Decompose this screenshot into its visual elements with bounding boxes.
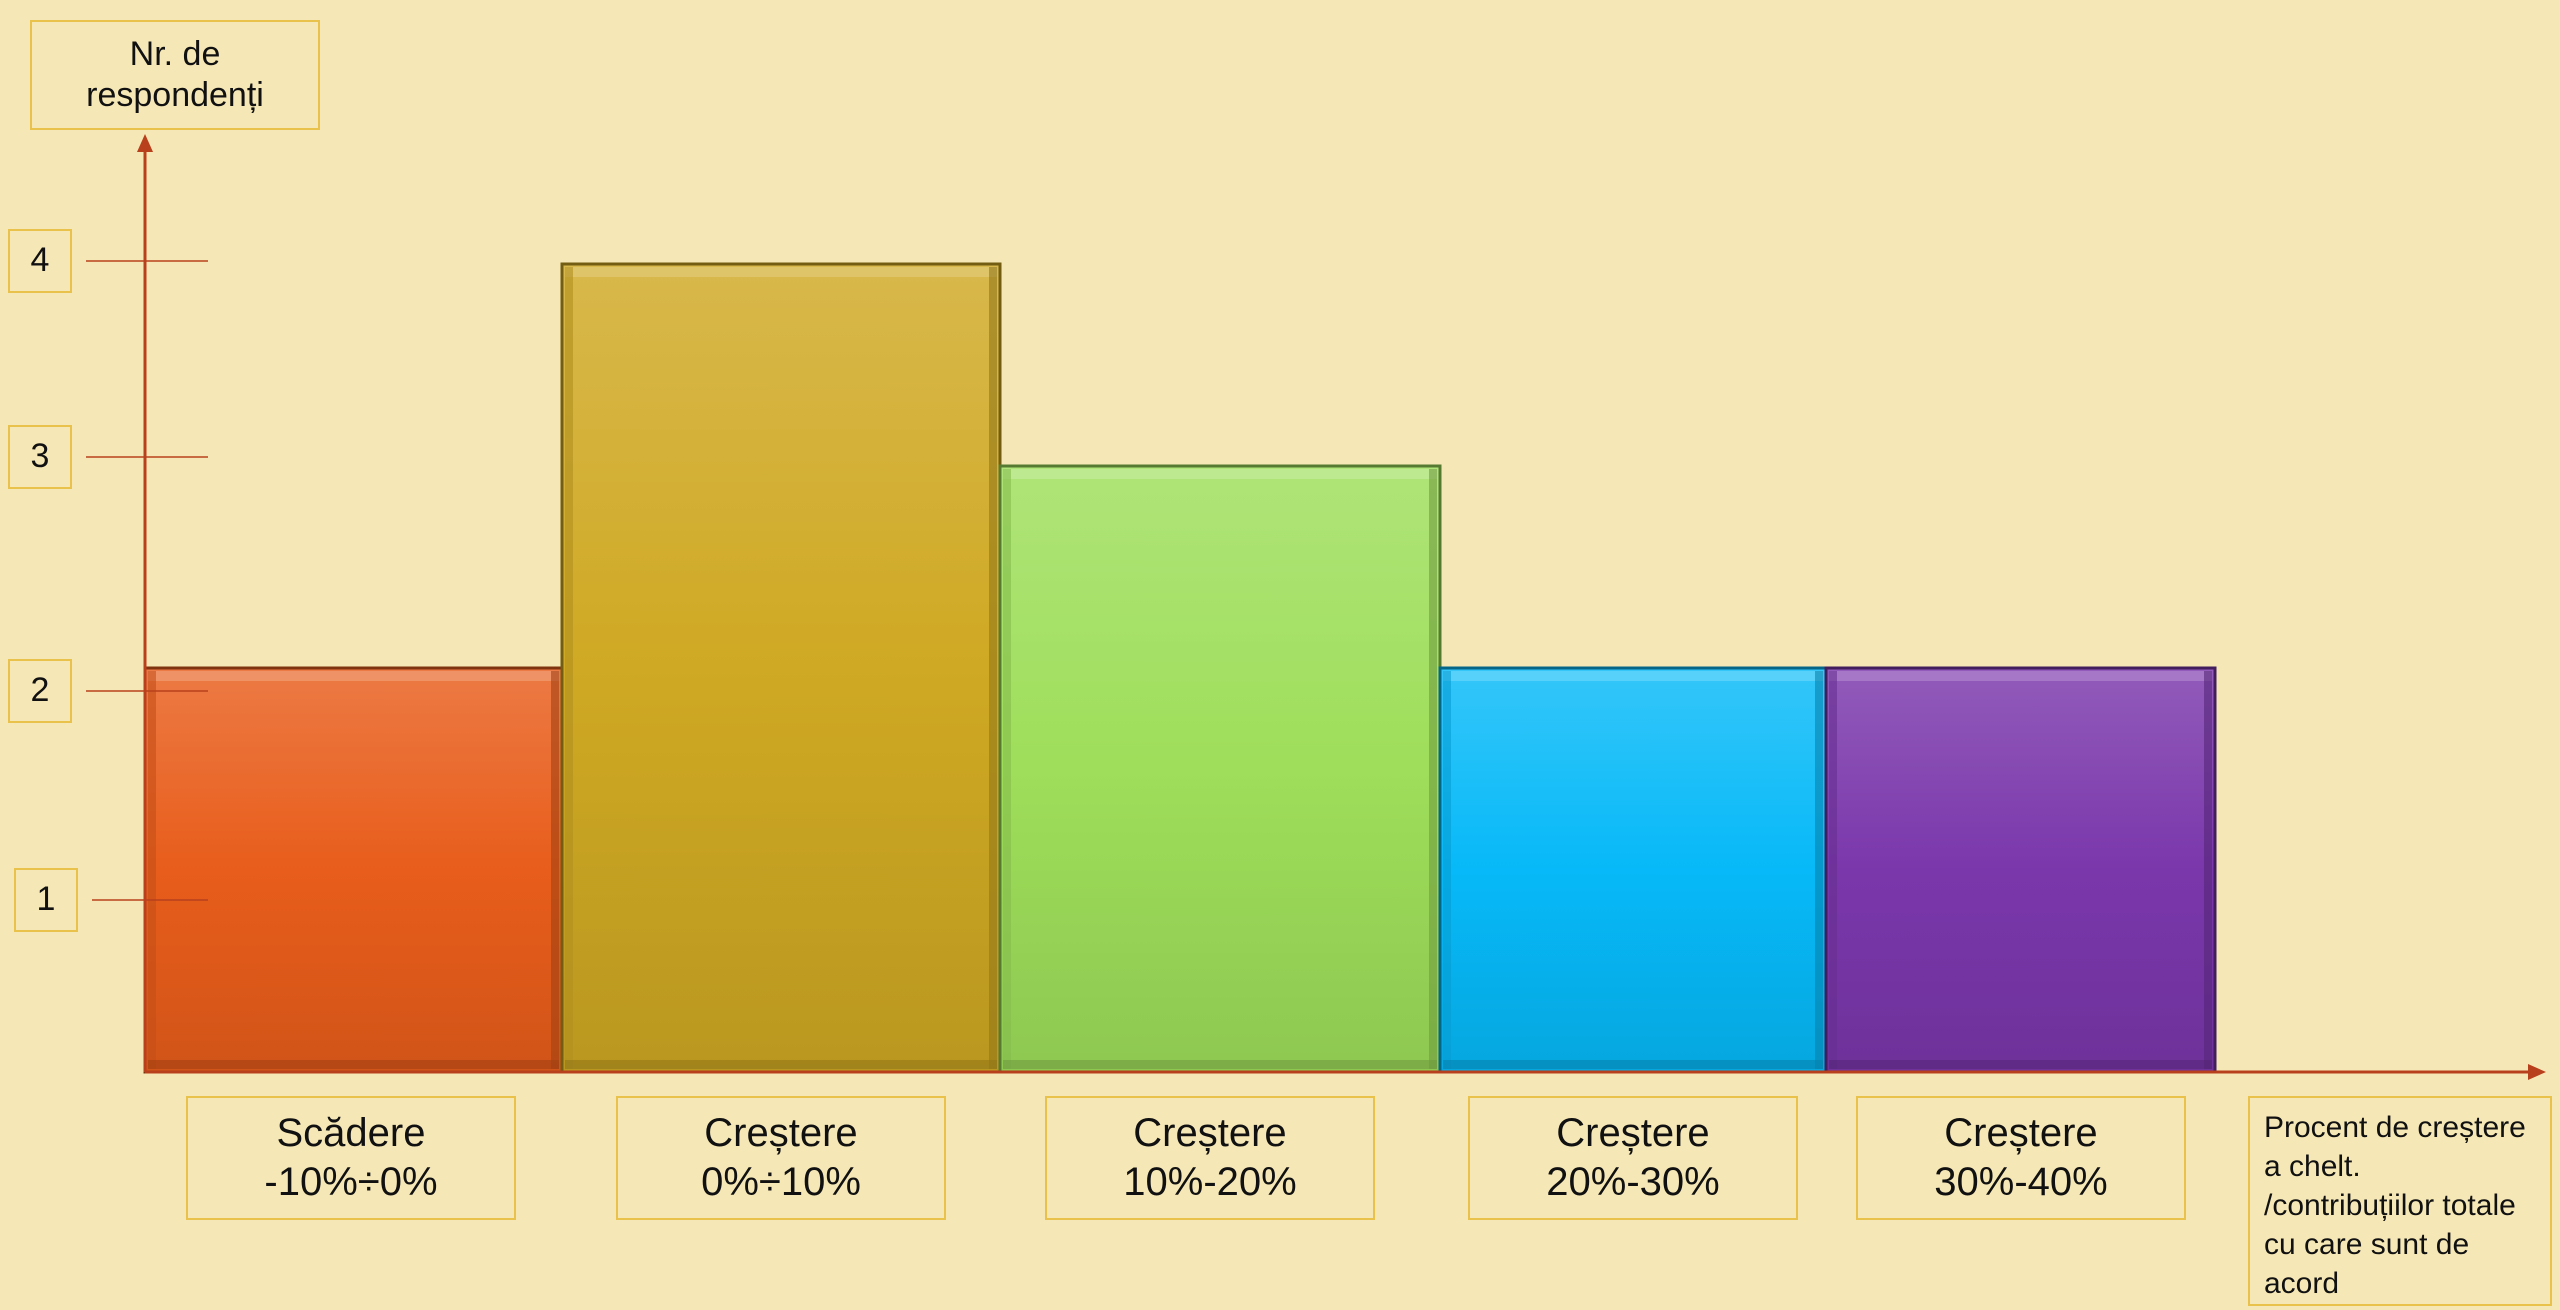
- y-tick-label-1: 1: [14, 868, 78, 932]
- bar-4: [1824, 666, 2217, 1074]
- y-axis-label-box: Nr. de respondenți: [30, 20, 320, 130]
- category-label-2-line-2: 10%-20%: [1123, 1160, 1297, 1204]
- y-tick-label-2: 2: [8, 659, 72, 723]
- y-axis-arrow: [137, 134, 153, 152]
- y-tick-label-3: 3: [8, 425, 72, 489]
- bar-1: [560, 262, 1002, 1074]
- category-label-2: Creștere 10%-20%: [1045, 1096, 1375, 1220]
- bar-2: [998, 464, 1442, 1074]
- x-axis-label: Procent de creștere a chelt. /contribuți…: [2264, 1111, 2526, 1300]
- bar-3: [1438, 666, 1828, 1074]
- category-label-3-line-1: Creștere: [1556, 1111, 1710, 1156]
- category-label-0: Scădere -10%÷0%: [186, 1096, 516, 1220]
- y-axis-label-line-1: Nr. de: [129, 34, 221, 73]
- category-label-3: Creștere 20%-30%: [1468, 1096, 1798, 1220]
- category-label-1: Creștere 0%÷10%: [616, 1096, 946, 1220]
- axes-group: [86, 134, 2546, 1080]
- axes: [86, 134, 2546, 1080]
- category-label-4-line-2: 30%-40%: [1934, 1160, 2108, 1204]
- category-label-1-line-2: 0%÷10%: [701, 1160, 861, 1204]
- bar-0: [143, 666, 564, 1074]
- category-label-1-line-1: Creștere: [704, 1111, 858, 1156]
- category-label-0-line-1: Scădere: [276, 1111, 426, 1156]
- x-axis-arrow: [2528, 1064, 2546, 1080]
- bars-group: [143, 262, 2217, 1074]
- x-axis-label-box: Procent de creștere a chelt. /contribuți…: [2248, 1096, 2552, 1306]
- y-axis-label-line-2: respondenți: [86, 76, 264, 114]
- category-label-0-line-2: -10%÷0%: [264, 1160, 438, 1204]
- category-label-3-line-2: 20%-30%: [1546, 1160, 1720, 1204]
- y-tick-label-4: 4: [8, 229, 72, 293]
- category-label-4: Creștere 30%-40%: [1856, 1096, 2186, 1220]
- category-label-2-line-1: Creștere: [1133, 1111, 1287, 1156]
- category-label-4-line-1: Creștere: [1944, 1111, 2098, 1156]
